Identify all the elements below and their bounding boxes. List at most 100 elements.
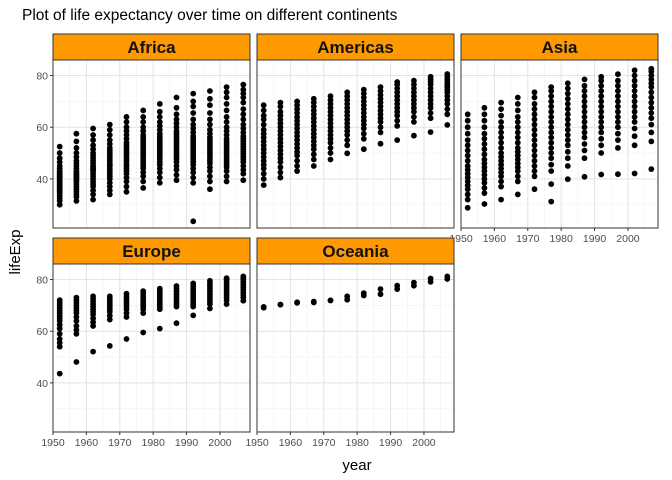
data-point <box>498 183 504 190</box>
data-point <box>90 125 96 132</box>
data-point <box>498 106 504 112</box>
data-point <box>106 343 113 349</box>
data-point <box>444 106 451 112</box>
data-point <box>394 123 401 129</box>
data-point <box>615 88 621 94</box>
data-point <box>344 293 351 300</box>
data-point <box>123 290 130 297</box>
data-point <box>223 178 230 185</box>
data-point <box>73 294 80 301</box>
data-point <box>240 273 247 280</box>
x-tick-label: 1950 <box>449 233 473 245</box>
data-point <box>173 116 180 123</box>
data-point <box>344 142 351 149</box>
data-point <box>190 312 197 319</box>
data-point <box>56 143 63 150</box>
data-point <box>648 89 655 96</box>
data-point <box>360 86 367 93</box>
data-point <box>106 293 113 300</box>
data-point <box>498 124 504 131</box>
data-point <box>631 77 638 84</box>
data-point <box>531 186 538 193</box>
data-point <box>598 119 605 125</box>
data-point <box>481 185 488 191</box>
data-point <box>531 132 538 138</box>
data-point <box>427 115 434 122</box>
data-point <box>260 121 267 128</box>
x-tick-label: 1960 <box>279 437 303 449</box>
data-point <box>377 291 384 298</box>
data-point <box>394 137 401 144</box>
data-point <box>514 124 521 131</box>
y-tick-label: 40 <box>36 174 48 186</box>
data-point <box>411 114 417 120</box>
data-point <box>173 177 180 184</box>
panel-background <box>257 264 454 432</box>
data-point <box>207 186 213 193</box>
data-point <box>344 89 351 96</box>
data-point <box>73 145 80 151</box>
y-tick-label: 40 <box>36 378 48 390</box>
data-point <box>598 142 605 149</box>
data-point <box>207 88 213 94</box>
data-point <box>564 142 571 149</box>
data-point <box>464 152 471 159</box>
data-point <box>90 142 96 149</box>
data-point <box>260 170 267 177</box>
data-point <box>581 103 588 110</box>
x-axis-title: year <box>342 457 371 474</box>
panel-background <box>461 60 658 228</box>
data-point <box>631 119 638 125</box>
point-group-africa <box>56 81 247 225</box>
data-point <box>73 130 80 137</box>
data-point <box>240 177 247 184</box>
data-point <box>464 137 471 144</box>
data-point <box>581 93 588 100</box>
facet-strip-label: Africa <box>127 38 176 57</box>
data-point <box>631 125 638 132</box>
data-point <box>548 198 555 205</box>
data-point <box>581 134 588 141</box>
data-point <box>615 114 621 120</box>
data-point <box>377 140 384 147</box>
data-point <box>581 147 588 154</box>
data-point <box>310 156 317 163</box>
data-point <box>481 104 488 111</box>
panel-border <box>52 263 251 433</box>
data-point <box>531 94 538 101</box>
data-point <box>531 121 538 128</box>
data-point <box>598 108 605 115</box>
data-point <box>548 119 555 125</box>
data-point <box>310 163 317 169</box>
data-point <box>223 124 230 131</box>
data-point <box>294 168 300 175</box>
data-point <box>73 323 80 329</box>
data-point <box>548 150 555 156</box>
data-point <box>56 336 63 342</box>
data-point <box>56 370 63 377</box>
data-point <box>615 98 621 105</box>
data-point <box>581 82 588 89</box>
data-point <box>531 106 538 112</box>
data-point <box>344 150 351 157</box>
point-group-americas <box>260 71 451 189</box>
data-point <box>615 171 621 178</box>
data-point <box>581 108 588 115</box>
data-point <box>581 129 588 136</box>
data-point <box>615 145 621 151</box>
data-point <box>464 163 471 169</box>
data-point <box>481 135 488 142</box>
data-point <box>598 150 605 156</box>
data-point <box>548 108 555 115</box>
data-point <box>240 106 247 112</box>
point-group-europe <box>56 273 247 377</box>
data-point <box>260 182 267 189</box>
data-point <box>394 117 401 124</box>
data-point <box>464 130 471 137</box>
data-point <box>615 103 621 110</box>
data-point <box>581 119 588 125</box>
data-point <box>548 129 555 136</box>
facet-strip <box>256 33 455 61</box>
x-tick-label: 1970 <box>516 233 540 245</box>
facet-strip-label: Americas <box>317 38 394 57</box>
